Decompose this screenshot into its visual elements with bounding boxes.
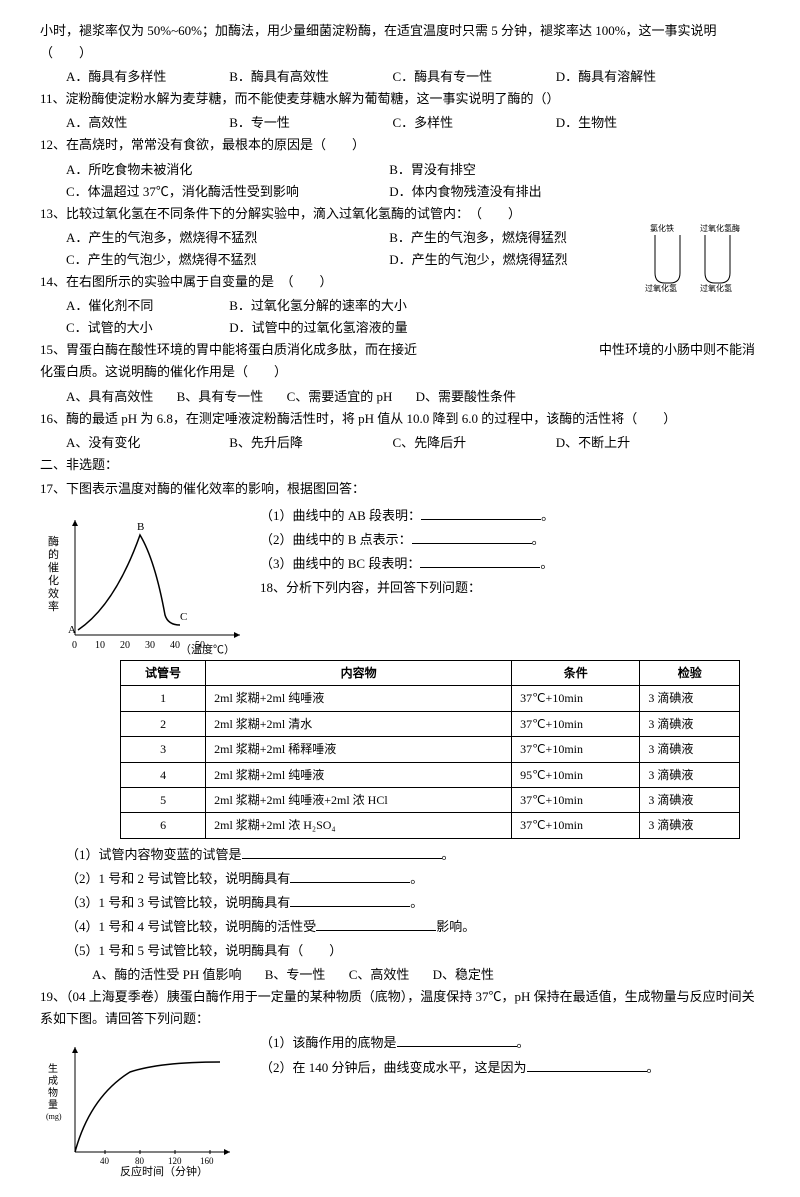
q18-intro: 18、分析下列内容，并回答下列问题：: [260, 577, 760, 599]
tube-svg: 氯化铁 过氧化氢酶 过氧化氢 过氧化氢: [640, 223, 760, 293]
q18-table: 试管号 内容物 条件 检验 12ml 浆糊+2ml 纯唾液37℃+10min3 …: [120, 660, 740, 839]
svg-text:40: 40: [100, 1156, 110, 1166]
svg-text:20: 20: [120, 640, 130, 651]
svg-text:50: 50: [195, 640, 205, 651]
q12-opt-c: C．体温超过 37℃，消化酶活性受到影响: [66, 181, 366, 203]
q15-opt-a: A、具有高效性: [66, 386, 153, 408]
svg-text:0: 0: [72, 640, 77, 651]
q18-sub2: （2）1 号和 2 号试管比较，说明酶具有。: [40, 868, 760, 890]
q17-sub1: （1）曲线中的 AB 段表明：。: [260, 505, 760, 527]
q19-sub1: （1）该酶作用的底物是。: [260, 1032, 760, 1054]
q10-options: A．酶具有多样性 B．酶具有高效性 C．酶具有专一性 D．酶具有溶解性: [40, 66, 760, 88]
q12-opt-b: B．胃没有排空: [389, 159, 476, 181]
q16-opt-c: C、先降后升: [393, 432, 533, 454]
q19-xlabel: 反应时间（分钟）: [120, 1164, 208, 1177]
q18-sub4: （4）1 号和 4 号试管比较，说明酶的活性受影响。: [40, 916, 760, 938]
q13-opt-c: C．产生的气泡少，燃烧得不猛烈: [66, 249, 366, 271]
q12-text: 12、在高烧时，常常没有食欲，最根本的原因是（ ）: [40, 134, 760, 156]
q11-opt-d: D．生物性: [556, 112, 696, 134]
svg-text:40: 40: [170, 640, 180, 651]
q19-graph: 生成物量(mg) 反应时间（分钟） 40 80 120 160: [40, 1037, 240, 1177]
svg-text:生成物量(mg): 生成物量(mg): [46, 1062, 62, 1121]
th-content: 内容物: [206, 660, 512, 685]
q15-text: 15、胃蛋白酶在酸性环境的胃中能将蛋白质消化成多肽，而在接近 中性环境的小肠中则…: [40, 339, 760, 383]
th-cond: 条件: [512, 660, 640, 685]
q10-opt-b: B．酶具有高效性: [229, 66, 369, 88]
q11-options: A．高效性 B．专一性 C．多样性 D．生物性: [40, 112, 760, 134]
q18-sub1: （1）试管内容物变蓝的试管是。: [40, 844, 760, 866]
q16-options: A、没有变化 B、先升后降 C、先降后升 D、不断上升: [40, 432, 760, 454]
q13-opt-d: D．产生的气泡少，燃烧得猛烈: [389, 249, 567, 271]
q15-opt-c: C、需要适宜的 pH: [287, 386, 393, 408]
q11-opt-a: A．高效性: [66, 112, 206, 134]
q15-options: A、具有高效性 B、具有专一性 C、需要适宜的 pH D、需要酸性条件: [40, 386, 760, 408]
q10-opt-c: C．酶具有专一性: [393, 66, 533, 88]
section2-title: 二、非选题：: [40, 454, 760, 476]
q16-opt-a: A、没有变化: [66, 432, 206, 454]
svg-text:80: 80: [135, 1156, 145, 1166]
tube-label-4: 过氧化氢: [700, 283, 732, 293]
q18-opt-a: A、酶的活性受 PH 值影响: [92, 964, 242, 986]
svg-text:160: 160: [200, 1156, 214, 1166]
th-num: 试管号: [121, 660, 206, 685]
tube-diagram: 氯化铁 过氧化氢酶 过氧化氢 过氧化氢: [640, 223, 760, 283]
tube-label-3: 过氧化氢: [645, 283, 677, 293]
svg-text:10: 10: [95, 640, 105, 651]
q17-ylabel: 酶的催化效率: [48, 535, 59, 613]
q19-sub2: （2）在 140 分钟后，曲线变成水平，这是因为。: [260, 1057, 760, 1079]
q13-opt-a: A．产生的气泡多，燃烧得不猛烈: [66, 227, 366, 249]
svg-text:30: 30: [145, 640, 155, 651]
svg-text:A: A: [68, 624, 76, 636]
q12-options: A．所吃食物未被消化 B．胃没有排空 C．体温超过 37℃，消化酶活性受到影响 …: [40, 159, 760, 203]
svg-text:C: C: [180, 611, 187, 623]
q17-text: 17、下图表示温度对酶的催化效率的影响，根据图回答：: [40, 478, 760, 500]
svg-text:120: 120: [168, 1156, 182, 1166]
q11-opt-b: B．专一性: [229, 112, 369, 134]
q14-opt-a: A．催化剂不同: [66, 295, 206, 317]
tube-label-1: 氯化铁: [650, 223, 674, 233]
q13-opt-b: B．产生的气泡多，燃烧得猛烈: [389, 227, 567, 249]
q16-text: 16、酶的最适 pH 为 6.8，在测定唾液淀粉酶活性时，将 pH 值从 10.…: [40, 408, 760, 430]
q10-opt-d: D．酶具有溶解性: [556, 66, 696, 88]
q18-opt-b: B、专一性: [265, 964, 326, 986]
q17-graph: 酶的催化效率 （温度℃） 0 10 20 30 40 50 A B C: [40, 505, 250, 655]
q18-sub5: （5）1 号和 5 号试管比较，说明酶具有（ ）: [40, 940, 760, 962]
svg-text:B: B: [137, 521, 144, 533]
th-test: 检验: [640, 660, 740, 685]
q18-sub3: （3）1 号和 3 号试管比较，说明酶具有。: [40, 892, 760, 914]
q15-opt-b: B、具有专一性: [177, 386, 264, 408]
q16-opt-b: B、先升后降: [229, 432, 369, 454]
q12-opt-a: A．所吃食物未被消化: [66, 159, 366, 181]
q17-sub3: （3）曲线中的 BC 段表明：。: [260, 553, 760, 575]
q14-opt-c: C．试管的大小: [66, 317, 206, 339]
q18-opt-d: D、稳定性: [433, 964, 494, 986]
q14-options: A．催化剂不同 B．过氧化氢分解的速率的大小 C．试管的大小 D．试管中的过氧化…: [40, 295, 760, 339]
q17-xlabel: （温度℃）: [180, 642, 235, 655]
q14-opt-b: B．过氧化氢分解的速率的大小: [229, 295, 407, 317]
q14-opt-d: D．试管中的过氧化氢溶液的量: [229, 317, 407, 339]
q18-options: A、酶的活性受 PH 值影响 B、专一性 C、高效性 D、稳定性: [40, 964, 760, 986]
q19-text: 19、（04 上海夏季卷）胰蛋白酶作用于一定量的某种物质（底物），温度保持 37…: [40, 986, 760, 1030]
q15-opt-d: D、需要酸性条件: [416, 386, 516, 408]
q13-text: 13、比较过氧化氢在不同条件下的分解实验中，滴入过氧化氢酶的试管内： （ ）: [40, 203, 760, 225]
q17-sub2: （2）曲线中的 B 点表示：。: [260, 529, 760, 551]
tube-label-2: 过氧化氢酶: [700, 223, 740, 233]
intro-text: 小时，褪浆率仅为 50%~60%；加酶法，用少量细菌淀粉酶，在适宜温度时只需 5…: [40, 20, 760, 64]
q18-opt-c: C、高效性: [349, 964, 410, 986]
q10-opt-a: A．酶具有多样性: [66, 66, 206, 88]
q16-opt-d: D、不断上升: [556, 432, 696, 454]
q11-text: 11、淀粉酶使淀粉水解为麦芽糖，而不能使麦芽糖水解为葡萄糖，这一事实说明了酶的（…: [40, 88, 760, 110]
q11-opt-c: C．多样性: [393, 112, 533, 134]
q12-opt-d: D．体内食物残渣没有排出: [389, 181, 541, 203]
